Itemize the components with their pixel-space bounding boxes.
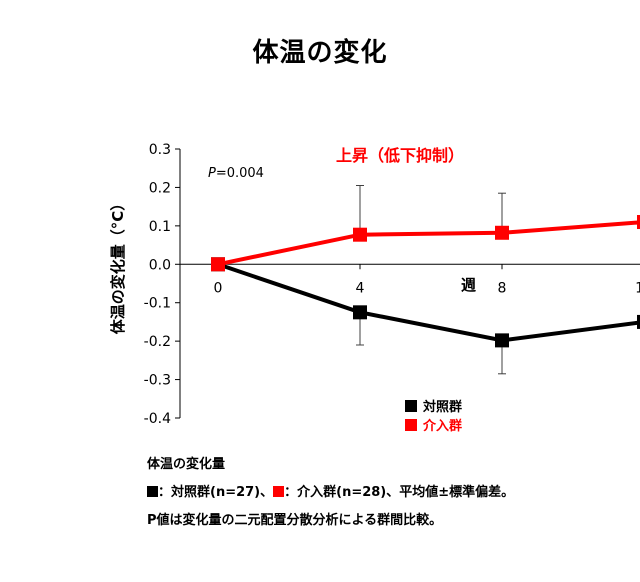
caption-note: P値は変化量の二元配置分散分析による群間比較。: [147, 513, 443, 528]
x-tick-label: 8: [498, 280, 507, 296]
caption-control-text: ：対照群(n=27)、: [158, 485, 274, 500]
caption-title: 体温の変化量: [147, 457, 226, 472]
y-axis-label: 体温の変化量（°C）: [109, 196, 127, 335]
legend-label: 介入群: [422, 418, 462, 434]
black-square-icon: [147, 486, 158, 497]
x-tick-label: 0: [214, 280, 223, 296]
caption-legend-line: ：対照群(n=27)、 ：介入群(n=28)、平均値±標準偏差。: [147, 481, 514, 500]
data-point: [495, 333, 509, 348]
p-value-annotation: P=0.004: [208, 166, 264, 181]
y-tick-label: 0.2: [149, 180, 171, 196]
data-point: [637, 215, 640, 230]
rise-annotation: 上昇（低下抑制）: [336, 146, 464, 165]
data-point: [637, 314, 640, 329]
p-value-symbol: P: [208, 166, 216, 181]
y-tick-label: 0.1: [149, 219, 171, 235]
x-axis-unit-label: 週: [461, 276, 476, 294]
data-point: [495, 225, 509, 240]
legend-swatch: [405, 400, 417, 412]
y-tick-label: -0.4: [144, 411, 171, 427]
y-tick-label: -0.3: [144, 373, 171, 389]
data-point: [211, 257, 225, 272]
y-tick-label: -0.2: [144, 334, 171, 350]
x-tick-label: 12: [635, 280, 640, 296]
y-tick-label: -0.1: [144, 296, 171, 312]
red-square-icon: [273, 486, 285, 497]
legend-swatch: [405, 419, 417, 431]
x-tick-label: 4: [356, 280, 365, 296]
x-axis: 0 4 8 12: [180, 263, 640, 296]
y-axis: 0.3 0.2 0.1 0.0 -0.1 -0.2 -0.3 -0.4: [144, 142, 181, 427]
y-tick-label: 0.0: [149, 257, 171, 273]
caption-intervention-text: ：介入群(n=28)、平均値±標準偏差。: [284, 485, 515, 500]
p-value-number: =0.004: [216, 166, 264, 181]
y-tick-label: 0.3: [149, 142, 171, 158]
data-points: [211, 215, 640, 348]
series-line: [217, 220, 640, 267]
series-line: [217, 262, 640, 343]
page-title: 体温の変化: [252, 38, 388, 68]
series-lines: [217, 220, 640, 343]
legend-label: 対照群: [422, 399, 462, 415]
data-point: [353, 305, 367, 320]
data-point: [353, 227, 367, 242]
